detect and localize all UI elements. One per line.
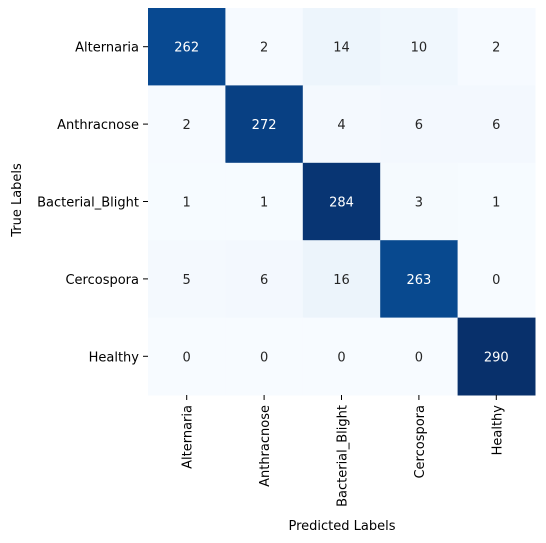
x-tick-label: Alternaria bbox=[181, 405, 196, 469]
y-axis-ticks: Alternaria Anthracnose Bacterial_Blight Cer… bbox=[37, 41, 148, 366]
cell-value-label: 1 bbox=[492, 196, 500, 211]
cell-value-label: 1 bbox=[260, 196, 268, 211]
cell-value-label: 290 bbox=[484, 350, 509, 365]
x-axis-ticks: Alternaria Anthracnose Bacterial_Blight Cer… bbox=[181, 395, 506, 507]
y-tick-label: Healthy bbox=[89, 350, 140, 365]
x-tick-label: Healthy bbox=[490, 405, 505, 456]
cell-value-label: 5 bbox=[183, 273, 191, 288]
cell-value-label: 0 bbox=[183, 350, 191, 365]
heatmap-cells: 262 2 14 10 2 2 272 4 6 6 1 1 284 3 1 5 6 16 263 0 0 0 0 0 290 bbox=[148, 8, 536, 396]
cell-value-label: 0 bbox=[492, 273, 500, 288]
y-tick-label: Bacterial_Blight bbox=[37, 196, 139, 211]
cell-value-label: 0 bbox=[260, 350, 268, 365]
y-tick-label: Anthracnose bbox=[57, 118, 139, 133]
cell-value-label: 284 bbox=[329, 196, 354, 211]
cell-value-label: 3 bbox=[415, 196, 423, 211]
y-axis-title: True Labels bbox=[10, 163, 25, 238]
x-tick-label: Anthracnose bbox=[258, 405, 273, 487]
x-tick-label: Bacterial_Blight bbox=[336, 405, 351, 507]
cell-value-label: 263 bbox=[406, 273, 431, 288]
x-tick-label: Cercospora bbox=[413, 405, 428, 479]
cell-value-label: 0 bbox=[337, 350, 345, 365]
cell-value-label: 14 bbox=[333, 41, 350, 56]
cell-value-label: 10 bbox=[411, 41, 428, 56]
cell-value-label: 6 bbox=[260, 273, 268, 288]
x-axis-title: Predicted Labels bbox=[288, 519, 395, 534]
y-tick-label: Alternaria bbox=[75, 41, 139, 56]
cell-value-label: 272 bbox=[252, 118, 277, 133]
cell-value-label: 2 bbox=[492, 41, 500, 56]
cell-value-label: 2 bbox=[260, 41, 268, 56]
cell-value-label: 6 bbox=[415, 118, 423, 133]
cell-value-label: 0 bbox=[415, 350, 423, 365]
cell-value-label: 6 bbox=[492, 118, 500, 133]
cell-value-label: 4 bbox=[337, 118, 345, 133]
cell-value-label: 16 bbox=[333, 273, 350, 288]
cell-value-label: 262 bbox=[174, 41, 199, 56]
y-tick-label: Cercospora bbox=[65, 273, 139, 288]
cell-value-label: 1 bbox=[183, 196, 191, 211]
cell-value-label: 2 bbox=[183, 118, 191, 133]
